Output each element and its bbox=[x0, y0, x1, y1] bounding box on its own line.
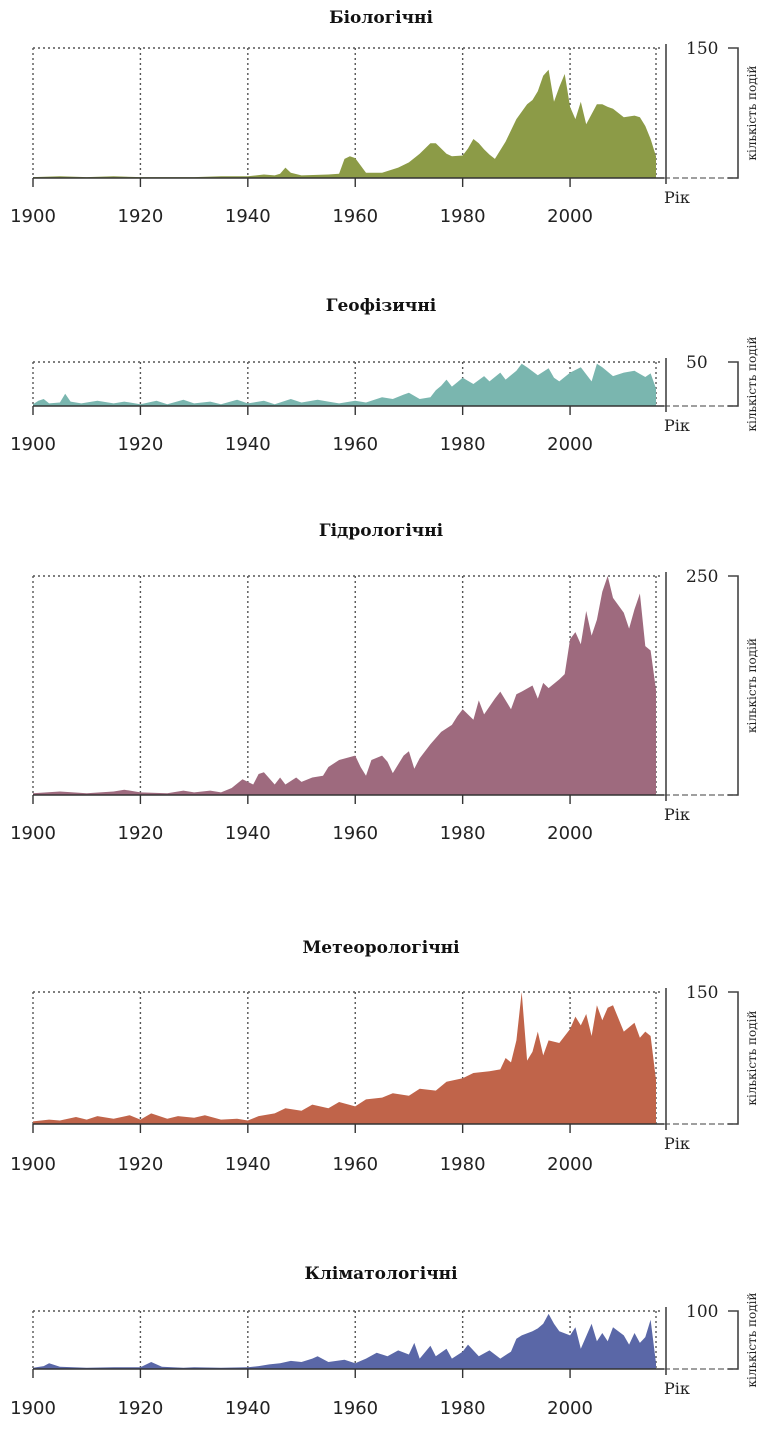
chart-title: Гідрологічні bbox=[319, 521, 444, 541]
x-tick-label: 1940 bbox=[225, 1398, 271, 1419]
y-axis-label: кількість подій bbox=[745, 1293, 759, 1388]
x-axis-label: Рік bbox=[664, 188, 690, 207]
x-axis-label: Рік bbox=[664, 805, 690, 824]
y-axis-label: кількість подій bbox=[745, 337, 759, 432]
x-tick-label: 1960 bbox=[332, 1398, 378, 1419]
chart-title: Геофізичні bbox=[326, 296, 437, 316]
chart-title: Кліматологічні bbox=[304, 1264, 458, 1284]
grid bbox=[32, 575, 662, 795]
y-bracket bbox=[728, 991, 739, 1125]
chart-panel-geophysical: Геофізичні 1900 1920 1940 1960 1980 2000 Рік 50 к… bbox=[10, 296, 759, 455]
chart-panel-biological: Біологічні 1900 1920 1940 1960 1980 2000 Рік 150… bbox=[10, 8, 759, 227]
chart-panel-meteorological: Метеорологічні 1900 1920 1940 1960 1980 2000 Рі… bbox=[10, 938, 759, 1175]
x-tick-label: 2000 bbox=[547, 1398, 593, 1419]
x-tick-label: 1900 bbox=[10, 1154, 56, 1175]
x-tick-label: 1960 bbox=[332, 823, 378, 844]
x-tick-label: 1920 bbox=[118, 206, 164, 227]
x-tick-label: 1980 bbox=[440, 1154, 486, 1175]
x-tick-label: 2000 bbox=[547, 206, 593, 227]
x-tick-label: 1940 bbox=[225, 823, 271, 844]
y-bracket bbox=[728, 47, 739, 179]
area-series bbox=[33, 576, 656, 795]
x-tick-label: 1920 bbox=[118, 434, 164, 455]
x-tick-label: 1960 bbox=[332, 434, 378, 455]
chart-title: Біологічні bbox=[329, 8, 433, 28]
y-axis-label: кількість подій bbox=[745, 638, 759, 733]
x-tick-label: 1940 bbox=[225, 1154, 271, 1175]
area-series bbox=[33, 992, 656, 1124]
x-tick-label: 1900 bbox=[10, 1398, 56, 1419]
chart-panel-climatological: Кліматологічні 1900 1920 1940 1960 1980 2000 Рі… bbox=[10, 1264, 759, 1419]
y-max-label: 50 bbox=[686, 353, 708, 373]
x-tick-label: 1960 bbox=[332, 1154, 378, 1175]
x-tick-label: 2000 bbox=[547, 1154, 593, 1175]
x-tick-label: 1940 bbox=[225, 434, 271, 455]
x-tick-label: 1980 bbox=[440, 206, 486, 227]
area-series bbox=[33, 69, 656, 178]
y-max-label: 150 bbox=[686, 39, 718, 59]
y-axis-label: кількість подій bbox=[745, 1011, 759, 1106]
x-tick-label: 1900 bbox=[10, 434, 56, 455]
y-max-label: 250 bbox=[686, 567, 718, 587]
x-axis-label: Рік bbox=[664, 1134, 690, 1153]
x-tick-label: 2000 bbox=[547, 823, 593, 844]
x-axis-label: Рік bbox=[664, 1379, 690, 1398]
y-max-label: 150 bbox=[686, 983, 718, 1003]
y-bracket bbox=[728, 575, 739, 796]
chart-panel-hydrological: Гідрологічні 1900 1920 1940 1960 1980 2000 Рік 2… bbox=[10, 521, 759, 844]
x-tick-label: 1940 bbox=[225, 206, 271, 227]
x-tick-label: 1900 bbox=[10, 823, 56, 844]
y-bracket bbox=[728, 1310, 739, 1370]
x-tick-label: 2000 bbox=[547, 434, 593, 455]
y-bracket bbox=[728, 361, 739, 407]
y-axis-label: кількість подій bbox=[745, 66, 759, 161]
x-tick-label: 1980 bbox=[440, 823, 486, 844]
x-tick-label: 1920 bbox=[118, 823, 164, 844]
area-series bbox=[33, 363, 656, 406]
x-tick-label: 1920 bbox=[118, 1154, 164, 1175]
y-max-label: 100 bbox=[686, 1302, 718, 1322]
area-series bbox=[33, 1313, 656, 1369]
x-tick-label: 1900 bbox=[10, 206, 56, 227]
x-tick-label: 1980 bbox=[440, 434, 486, 455]
chart-title: Метеорологічні bbox=[302, 938, 460, 958]
x-tick-label: 1920 bbox=[118, 1398, 164, 1419]
x-tick-label: 1960 bbox=[332, 206, 378, 227]
x-axis-label: Рік bbox=[664, 416, 690, 435]
x-tick-label: 1980 bbox=[440, 1398, 486, 1419]
